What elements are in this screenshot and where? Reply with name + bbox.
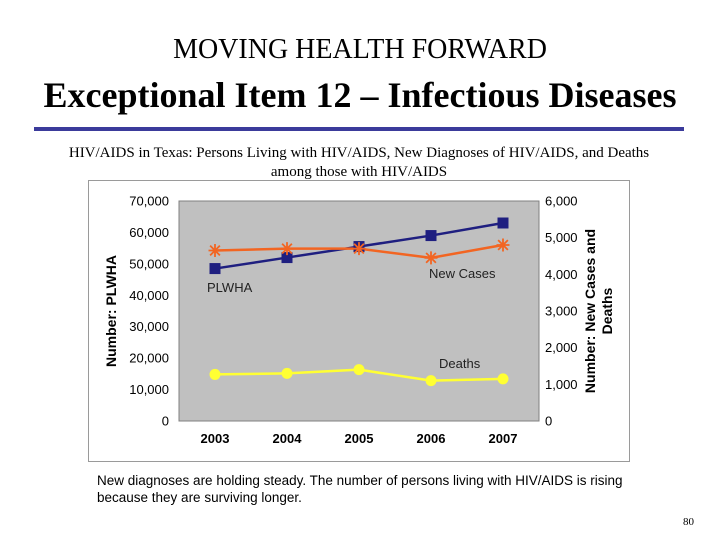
chart-caption: New diagnoses are holding steady. The nu… (97, 473, 623, 505)
series-label-deaths: Deaths (439, 356, 481, 371)
x-tick-label: 2006 (417, 431, 446, 446)
right-tick-label: 0 (545, 414, 552, 429)
left-tick-label: 40,000 (129, 288, 169, 303)
slide-kicker: MOVING HEALTH FORWARD (173, 34, 547, 65)
right-tick-label: 1,000 (545, 377, 578, 392)
left-tick-label: 70,000 (129, 194, 169, 209)
left-axis-title: Number: PLWHA (103, 255, 119, 367)
left-tick-label: 50,000 (129, 256, 169, 271)
hiv-aids-line-chart: 0 10,000 20,000 30,000 40,000 50,000 60,000 70,… (103, 194, 615, 447)
data-point-deaths (497, 373, 509, 385)
right-tick-label: 2,000 (545, 340, 578, 355)
series-label-new-cases: New Cases (429, 266, 496, 281)
data-point-deaths (281, 367, 293, 379)
x-tick-label: 2007 (489, 431, 518, 446)
chart-frame: 0 10,000 20,000 30,000 40,000 50,000 60,000 70,… (88, 180, 630, 462)
data-point-new-cases (424, 251, 438, 265)
left-tick-label: 60,000 (129, 225, 169, 240)
data-point-deaths (209, 368, 221, 380)
left-tick-label: 10,000 (129, 382, 169, 397)
right-tick-label: 6,000 (545, 194, 578, 209)
title-divider (34, 127, 684, 131)
chart-subtitle: HIV/AIDS in Texas: Persons Living with H… (68, 145, 650, 180)
data-point-new-cases (496, 238, 510, 252)
data-point-deaths (353, 364, 365, 376)
right-tick-label: 4,000 (545, 267, 578, 282)
data-point-plwha (425, 230, 437, 242)
left-tick-label: 0 (162, 414, 169, 429)
x-tick-label: 2005 (345, 431, 374, 446)
data-point-plwha (281, 252, 293, 264)
data-point-new-cases (208, 244, 222, 257)
left-tick-label: 20,000 (129, 351, 169, 366)
slide-title: Exceptional Item 12 – Infectious Disease… (43, 75, 677, 115)
left-tick-label: 30,000 (129, 319, 169, 334)
right-tick-label: 5,000 (545, 230, 578, 245)
right-axis-title-line-2: Deaths (599, 287, 615, 334)
data-point-new-cases (280, 242, 294, 256)
right-tick-label: 3,000 (545, 304, 578, 319)
x-tick-label: 2004 (273, 431, 303, 446)
right-axis-title-line-1: Number: New Cases and (582, 229, 598, 393)
data-point-deaths (425, 375, 437, 387)
page-number: 80 (683, 516, 694, 528)
data-point-plwha (497, 217, 509, 229)
series-label-plwha: PLWHA (207, 280, 253, 295)
x-tick-label: 2003 (201, 431, 230, 446)
plot-area (178, 200, 540, 422)
data-point-plwha (209, 263, 221, 275)
data-point-new-cases (352, 242, 366, 256)
